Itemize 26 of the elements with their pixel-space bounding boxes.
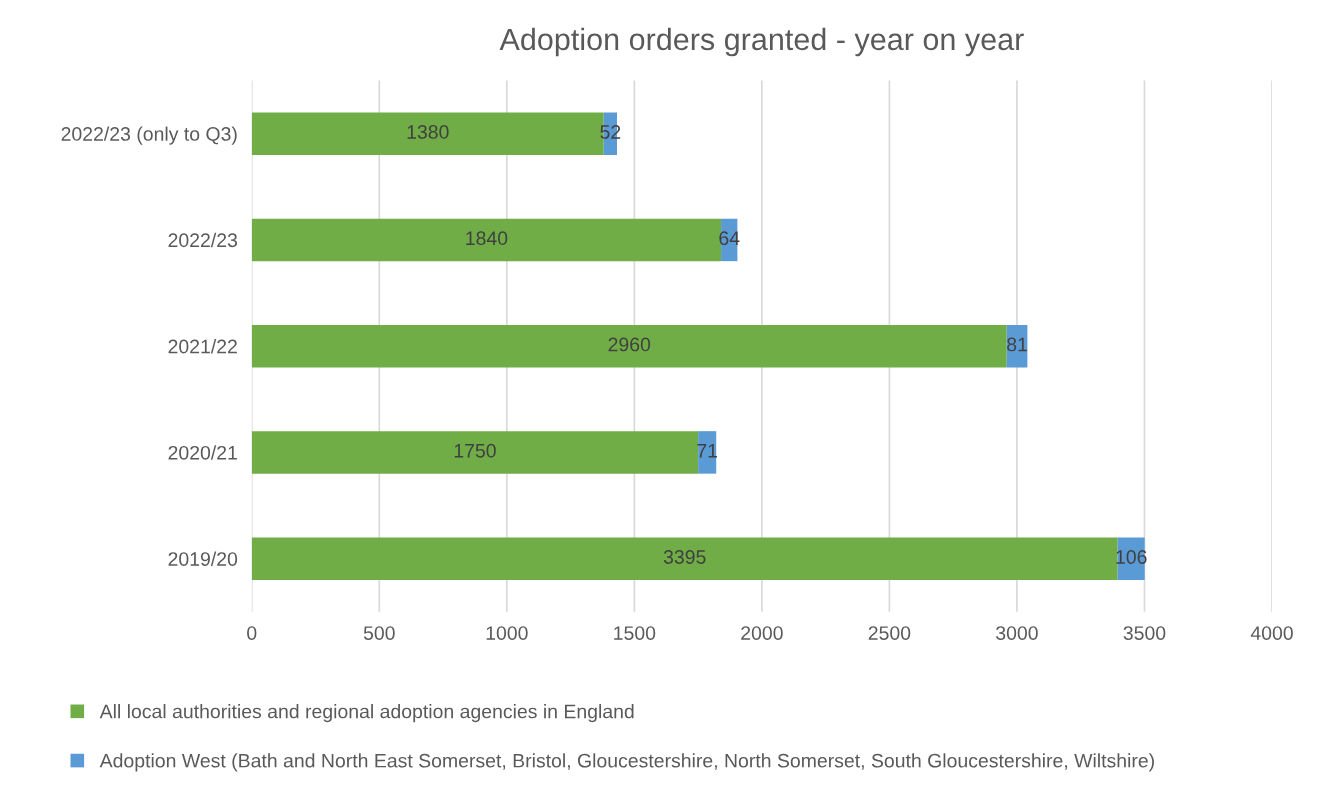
legend-label: Adoption West (Bath and North East Somerset, Bristol, Gloucestershire, North Somerset, South Gloucestershire, Wiltshire) [99,753,1154,772]
x-tick-label: 3500 [1123,626,1166,640]
data-label: 3395 [663,550,706,564]
x-tick-label: 2500 [868,626,911,640]
x-tick-label: 1500 [614,626,656,640]
x-tick-label: 2000 [741,626,783,640]
x-tick-label: 500 [363,626,395,640]
y-tick-label: 2022/23 [168,232,238,248]
y-tick-label: 2019/20 [168,551,238,566]
data-label: 1840 [466,231,508,246]
data-label: 1380 [407,125,449,139]
data-label: 2960 [608,337,651,352]
bar [251,537,1118,580]
y-tick-label: 2021/22 [168,339,237,354]
y-tick-label: 2022/23 (only to Q3) [61,126,237,145]
data-label: 1750 [454,443,496,458]
x-tick-label: 0 [247,626,257,640]
x-tick-label: 3000 [996,626,1038,640]
x-tick-label: 4000 [1250,626,1293,640]
y-tick-label: 2020/21 [168,445,237,460]
legend-label: All local authorities and regional adoption agencies in England [99,704,634,723]
chart-title: Adoption orders granted - year on year [499,27,1024,57]
x-tick-label: 1000 [486,626,528,640]
bar [251,324,1007,368]
bar [251,431,699,474]
data-label: 81 [1007,337,1027,352]
